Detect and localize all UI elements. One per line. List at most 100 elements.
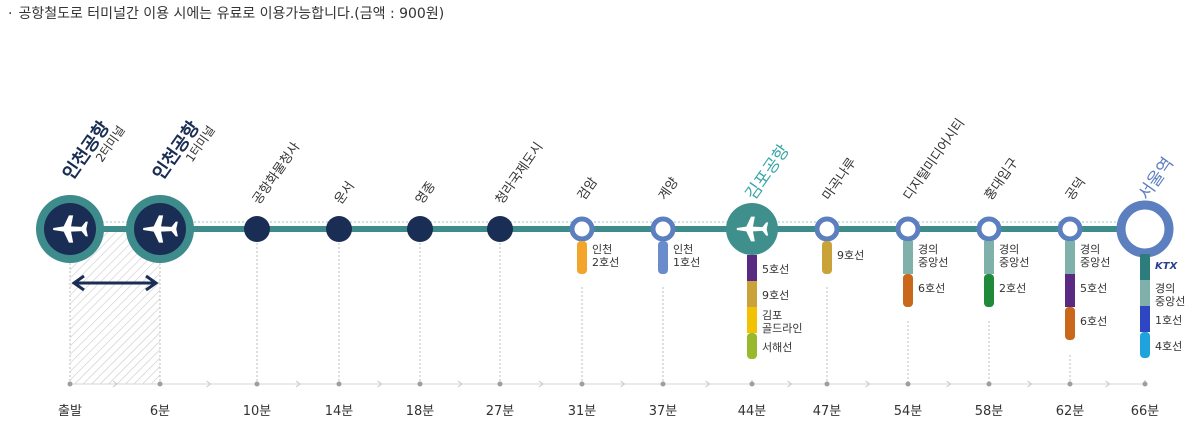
transfer-line-bar bbox=[984, 274, 994, 307]
station-marker[interactable] bbox=[1057, 216, 1083, 242]
axis-dot bbox=[579, 381, 585, 387]
station-marker[interactable] bbox=[407, 216, 433, 242]
station-time: 37분 bbox=[649, 404, 678, 419]
airplane-icon bbox=[736, 216, 769, 242]
station-name: 마곡나루 bbox=[820, 155, 860, 203]
axis-dot bbox=[986, 381, 992, 387]
chevron-right-icon bbox=[787, 380, 793, 388]
station-name: 청라국제도시 bbox=[493, 140, 546, 207]
station[interactable] bbox=[126, 195, 194, 387]
transfer-line-label: 1호선 bbox=[1155, 314, 1182, 327]
axis-dot bbox=[1067, 381, 1073, 387]
station-name: 공항화물청사 bbox=[250, 140, 303, 207]
station[interactable] bbox=[895, 216, 921, 387]
station-marker[interactable] bbox=[650, 216, 676, 242]
transfer-line-bar bbox=[747, 281, 757, 307]
station-marker[interactable] bbox=[244, 216, 270, 242]
transfer-line-bar bbox=[1140, 306, 1150, 332]
transfer-line-label: 경의 중앙선 bbox=[918, 243, 948, 269]
transfer-line-bar bbox=[658, 241, 668, 274]
ktx-logo: KTX bbox=[1155, 261, 1179, 272]
station-time: 18분 bbox=[406, 404, 435, 419]
transfer-line-label: 경의 중앙선 bbox=[999, 243, 1029, 269]
transfer-line-label: 9호선 bbox=[837, 249, 864, 262]
transfer-line-label: 인천 2호선 bbox=[592, 242, 619, 269]
transfer-line-label: 9호선 bbox=[762, 289, 789, 302]
station-marker[interactable] bbox=[326, 216, 352, 242]
arrow-head-right bbox=[145, 274, 159, 292]
chevron-right-icon bbox=[295, 380, 301, 388]
station-marker[interactable] bbox=[569, 216, 595, 242]
station[interactable] bbox=[650, 216, 676, 387]
transfer-line-label: 5호선 bbox=[1080, 282, 1107, 295]
transfer-line-bar bbox=[577, 241, 587, 274]
station-time: 출발 bbox=[58, 404, 82, 419]
station-marker[interactable] bbox=[487, 216, 513, 242]
station-time: 6분 bbox=[150, 404, 170, 419]
transfer-line-label: 경의 중앙선 bbox=[1155, 282, 1185, 308]
bullet-icon: · bbox=[8, 6, 13, 22]
axis-dot bbox=[497, 381, 503, 387]
station-marker[interactable] bbox=[895, 216, 921, 242]
transfer-line-label: 6호선 bbox=[1080, 315, 1107, 328]
axis-dot bbox=[1142, 381, 1148, 387]
axis-dot bbox=[67, 381, 73, 387]
axis-dot bbox=[336, 381, 342, 387]
station[interactable] bbox=[36, 195, 104, 387]
station[interactable] bbox=[569, 216, 595, 387]
station-name: 영종 bbox=[413, 179, 439, 207]
transfer-line-label: 4호선 bbox=[1155, 340, 1182, 353]
station[interactable] bbox=[726, 203, 778, 387]
station[interactable] bbox=[976, 216, 1002, 387]
station[interactable] bbox=[407, 216, 433, 387]
chevron-right-icon bbox=[865, 380, 871, 388]
chevron-right-icon bbox=[1027, 380, 1033, 388]
chevron-right-icon bbox=[112, 380, 118, 388]
station[interactable] bbox=[1057, 216, 1083, 387]
transfer-line-bar bbox=[1065, 307, 1075, 340]
station[interactable] bbox=[244, 216, 270, 387]
station-marker[interactable] bbox=[976, 216, 1002, 242]
station[interactable] bbox=[326, 216, 352, 387]
transfer-line-bar bbox=[1065, 241, 1075, 274]
station-time: 10분 bbox=[243, 404, 272, 419]
station[interactable] bbox=[487, 216, 513, 387]
transfer-line-label: 경의 중앙선 bbox=[1080, 243, 1110, 269]
airplane-icon bbox=[53, 215, 88, 243]
chevron-right-icon bbox=[705, 380, 711, 388]
station-time: 31분 bbox=[568, 404, 597, 419]
axis-dot bbox=[157, 381, 163, 387]
axis-dot bbox=[417, 381, 423, 387]
station[interactable] bbox=[814, 216, 840, 387]
station-time: 14분 bbox=[325, 404, 354, 419]
station-marker[interactable] bbox=[1116, 200, 1174, 258]
station-time: 44분 bbox=[738, 404, 767, 419]
transfer-line-bar bbox=[1140, 254, 1150, 280]
station-marker[interactable] bbox=[814, 216, 840, 242]
axis-dot bbox=[660, 381, 666, 387]
station-name: 디지털미디어시티 bbox=[901, 116, 968, 203]
station-name: 검암 bbox=[575, 175, 601, 203]
transfer-line-bar bbox=[747, 307, 757, 333]
axis-dot bbox=[905, 381, 911, 387]
chevron-right-icon bbox=[1105, 380, 1111, 388]
station-name: 홍대입구 bbox=[982, 155, 1022, 203]
transfer-line-label: 김포 골드라인 bbox=[762, 309, 802, 335]
station-time: 66분 bbox=[1131, 404, 1160, 419]
transfer-line-label: 서해선 bbox=[762, 340, 792, 354]
transfer-line-bar bbox=[747, 333, 757, 359]
axis-dot bbox=[749, 381, 755, 387]
transfer-line-bar bbox=[747, 255, 757, 281]
axis-dot bbox=[254, 381, 260, 387]
station[interactable] bbox=[1116, 200, 1174, 387]
transfer-line-label: 인천 1호선 bbox=[673, 242, 700, 269]
transfer-line-label: 2호선 bbox=[999, 282, 1026, 295]
notice-text: · 공항철도로 터미널간 이용 시에는 유료로 이용가능합니다.(금액 : 900… bbox=[8, 3, 444, 23]
transfer-line-bar bbox=[1065, 274, 1075, 307]
transfer-line-bar bbox=[1140, 280, 1150, 306]
station-name: 서울역 bbox=[1135, 154, 1178, 204]
chevron-right-icon bbox=[620, 380, 626, 388]
axis-dot bbox=[824, 381, 830, 387]
transfer-line-bar bbox=[1140, 332, 1150, 358]
